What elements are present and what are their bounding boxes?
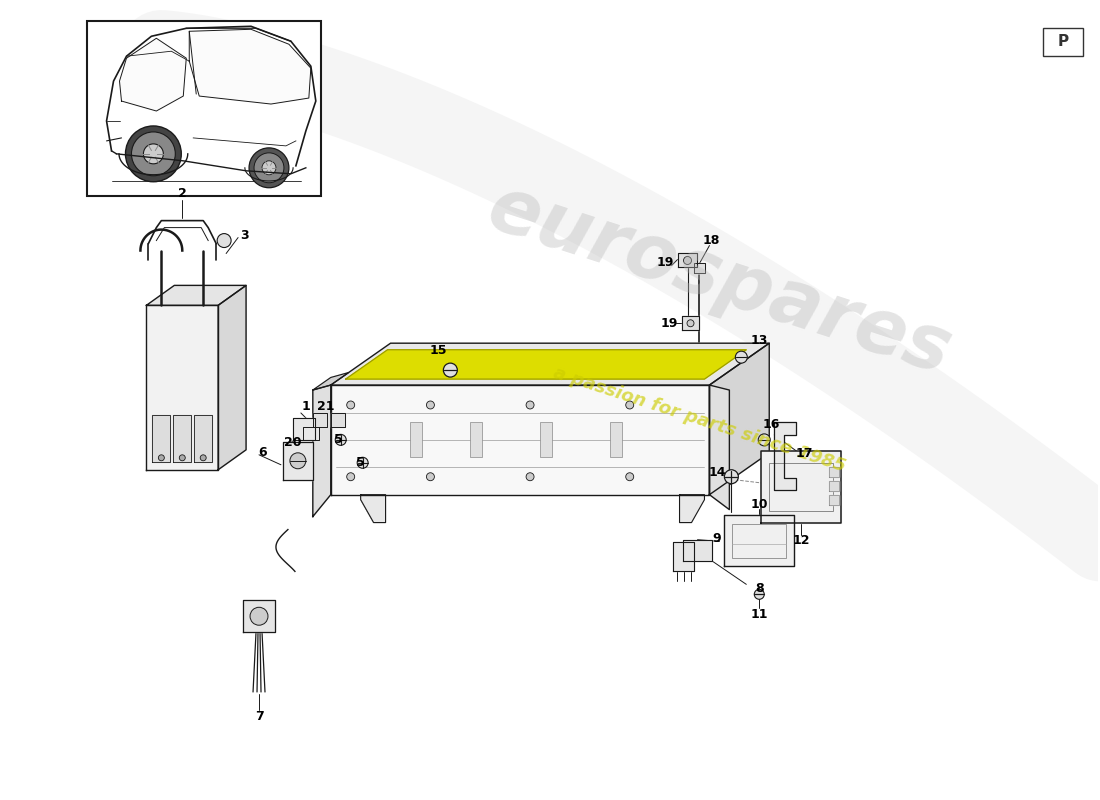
Circle shape: [626, 401, 634, 409]
Circle shape: [526, 401, 535, 409]
Polygon shape: [361, 494, 386, 522]
Polygon shape: [283, 442, 312, 480]
Text: 8: 8: [755, 582, 763, 595]
Circle shape: [179, 455, 185, 461]
Text: 2: 2: [178, 187, 187, 200]
Polygon shape: [174, 415, 191, 462]
Text: 18: 18: [703, 234, 720, 247]
Polygon shape: [331, 413, 344, 427]
Polygon shape: [195, 415, 212, 462]
Text: 15: 15: [430, 344, 447, 357]
Circle shape: [683, 257, 692, 265]
Polygon shape: [189, 30, 311, 104]
Polygon shape: [312, 413, 327, 427]
Polygon shape: [331, 385, 710, 494]
Circle shape: [249, 148, 289, 188]
Polygon shape: [345, 350, 746, 379]
Circle shape: [254, 153, 284, 182]
Bar: [471, 422, 482, 457]
Polygon shape: [331, 343, 769, 385]
Polygon shape: [829, 481, 839, 490]
Text: 11: 11: [750, 608, 768, 621]
Text: 20: 20: [284, 436, 301, 450]
Polygon shape: [678, 253, 697, 267]
Polygon shape: [218, 286, 246, 470]
Polygon shape: [682, 539, 713, 562]
Text: 19: 19: [661, 317, 679, 330]
Circle shape: [336, 434, 346, 446]
Polygon shape: [146, 286, 246, 306]
Circle shape: [427, 473, 434, 481]
Text: 1: 1: [301, 401, 310, 414]
Text: 6: 6: [258, 446, 267, 459]
Polygon shape: [761, 451, 842, 522]
Text: P: P: [1057, 34, 1069, 49]
Polygon shape: [312, 385, 331, 517]
Text: 3: 3: [240, 229, 249, 242]
Circle shape: [626, 473, 634, 481]
Circle shape: [443, 363, 458, 377]
Bar: [540, 422, 552, 457]
Text: 19: 19: [657, 256, 674, 269]
Circle shape: [143, 144, 163, 164]
Bar: [769, 462, 833, 510]
Text: 5: 5: [334, 434, 343, 446]
Circle shape: [290, 453, 306, 469]
Text: 9: 9: [712, 532, 720, 545]
Circle shape: [200, 455, 206, 461]
Bar: [733, 523, 786, 558]
Circle shape: [688, 320, 694, 326]
Text: a passion for parts since 1985: a passion for parts since 1985: [551, 364, 848, 476]
Polygon shape: [120, 38, 186, 111]
Circle shape: [217, 234, 231, 247]
Circle shape: [125, 126, 182, 182]
Polygon shape: [146, 306, 218, 470]
Polygon shape: [293, 418, 315, 440]
Circle shape: [725, 470, 738, 484]
Circle shape: [755, 590, 764, 599]
Circle shape: [262, 161, 276, 174]
Bar: [87, 22, 321, 196]
Polygon shape: [829, 494, 839, 505]
Text: 14: 14: [708, 466, 726, 479]
Polygon shape: [153, 415, 170, 462]
Polygon shape: [710, 385, 729, 510]
Text: 13: 13: [750, 334, 768, 346]
Text: eurospares: eurospares: [478, 170, 960, 390]
Polygon shape: [312, 373, 349, 390]
Circle shape: [250, 607, 268, 626]
Text: 17: 17: [795, 446, 813, 459]
Circle shape: [346, 473, 354, 481]
Polygon shape: [680, 494, 704, 522]
Circle shape: [526, 473, 535, 481]
Circle shape: [736, 351, 747, 363]
Polygon shape: [829, 466, 839, 477]
Polygon shape: [774, 422, 796, 490]
Polygon shape: [693, 263, 705, 274]
Polygon shape: [725, 514, 794, 566]
Text: 12: 12: [792, 534, 810, 547]
Polygon shape: [710, 343, 769, 494]
Polygon shape: [243, 600, 275, 632]
Bar: [410, 422, 422, 457]
Circle shape: [132, 132, 175, 176]
Polygon shape: [672, 542, 694, 571]
Circle shape: [358, 458, 368, 468]
Polygon shape: [682, 316, 700, 330]
Bar: [1043, 28, 1084, 56]
Text: 7: 7: [254, 710, 263, 723]
Circle shape: [158, 455, 164, 461]
Text: 10: 10: [750, 498, 768, 511]
Circle shape: [427, 401, 434, 409]
Text: 16: 16: [762, 418, 780, 431]
Text: 5: 5: [356, 456, 365, 470]
Bar: [609, 422, 622, 457]
Circle shape: [346, 401, 354, 409]
Polygon shape: [302, 427, 319, 440]
Circle shape: [758, 434, 770, 446]
Text: 21: 21: [317, 401, 334, 414]
